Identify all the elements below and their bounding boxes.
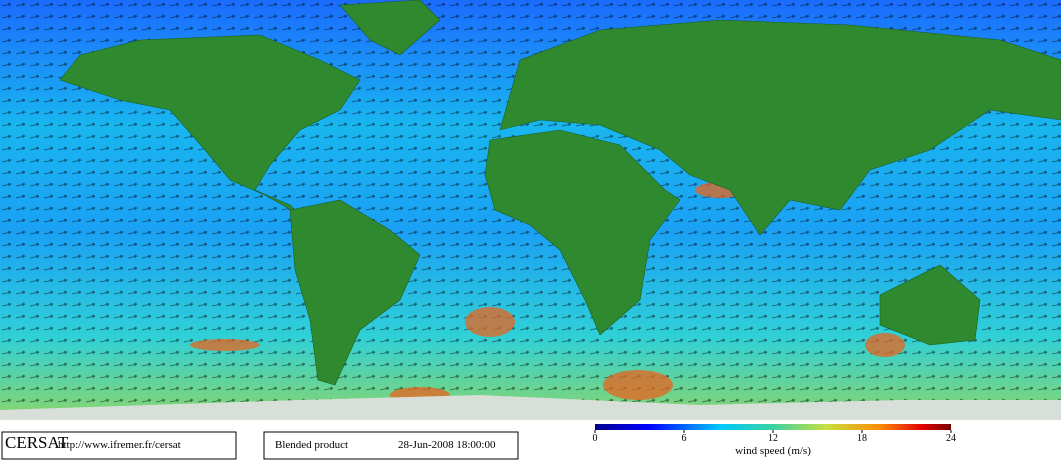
colorbar-tick-label: 0 [593, 433, 598, 444]
colorbar-tick-label: 6 [682, 433, 687, 444]
url: http://www.ifremer.fr/cersat [58, 439, 181, 451]
colorbar [595, 424, 951, 430]
colorbar-tick-label: 18 [857, 433, 867, 444]
colorbar-tick-label: 12 [768, 433, 778, 444]
colorbar-tick-label: 24 [946, 433, 956, 444]
continents [0, 0, 1061, 420]
logo-box [1, 431, 237, 460]
colorbar-label: wind speed (m/s) [735, 445, 811, 457]
product-date: 28-Jun-2008 18:00:00 [398, 439, 496, 451]
logo: CERSAT [5, 433, 69, 452]
map [0, 0, 1061, 420]
product-name: Blended product [275, 439, 348, 451]
product-box [263, 431, 519, 460]
